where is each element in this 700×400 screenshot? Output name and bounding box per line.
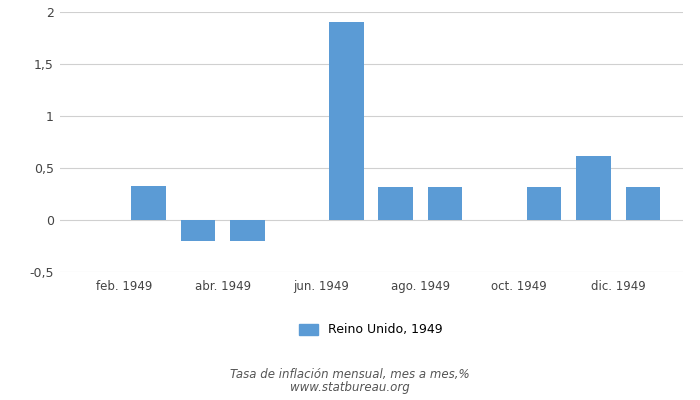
Bar [230,220,265,241]
Bar [626,187,660,220]
Bar [329,22,363,220]
Bar [181,220,216,241]
Text: Tasa de inflación mensual, mes a mes,%: Tasa de inflación mensual, mes a mes,% [230,368,470,381]
Bar [526,187,561,220]
Legend: Reino Unido, 1949: Reino Unido, 1949 [293,317,449,343]
Bar [576,156,611,220]
Bar [428,187,463,220]
Bar [131,186,166,220]
Bar [379,187,413,220]
Text: www.statbureau.org: www.statbureau.org [290,381,410,394]
